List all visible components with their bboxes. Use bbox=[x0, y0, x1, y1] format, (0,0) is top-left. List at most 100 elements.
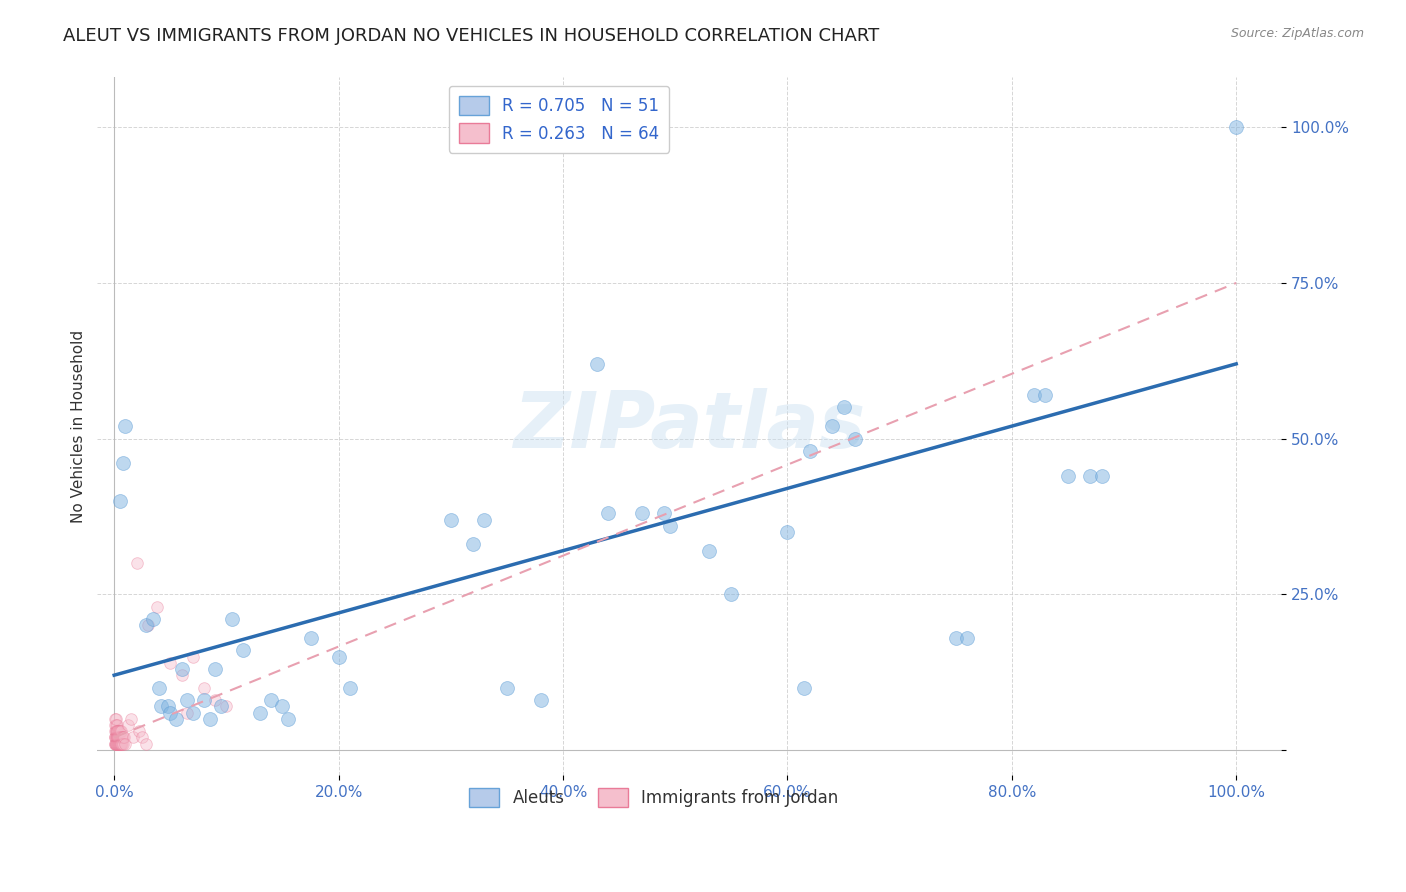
Point bbox=[104, 731, 127, 745]
Point bbox=[793, 681, 815, 695]
Point bbox=[105, 737, 128, 751]
Point bbox=[110, 737, 132, 751]
Point bbox=[105, 712, 128, 726]
Point bbox=[299, 631, 322, 645]
Point bbox=[799, 444, 821, 458]
Point bbox=[165, 712, 187, 726]
Point bbox=[105, 724, 128, 739]
Point bbox=[1024, 388, 1046, 402]
Point bbox=[110, 724, 132, 739]
Point bbox=[198, 712, 221, 726]
Point bbox=[108, 731, 131, 745]
Point bbox=[221, 612, 243, 626]
Point bbox=[107, 724, 129, 739]
Point bbox=[131, 731, 153, 745]
Point bbox=[776, 524, 799, 539]
Point bbox=[104, 737, 127, 751]
Point bbox=[104, 737, 127, 751]
Point bbox=[110, 737, 132, 751]
Point bbox=[157, 699, 180, 714]
Point bbox=[142, 612, 165, 626]
Point bbox=[107, 737, 129, 751]
Point bbox=[105, 724, 128, 739]
Point bbox=[159, 656, 181, 670]
Text: ZIPatlas: ZIPatlas bbox=[513, 388, 865, 464]
Point bbox=[110, 737, 132, 751]
Point bbox=[105, 737, 128, 751]
Point bbox=[328, 649, 350, 664]
Point bbox=[104, 724, 127, 739]
Point bbox=[105, 731, 128, 745]
Point bbox=[658, 518, 681, 533]
Point bbox=[176, 706, 198, 720]
Point bbox=[112, 737, 135, 751]
Point bbox=[1078, 469, 1101, 483]
Point bbox=[209, 699, 232, 714]
Point bbox=[111, 737, 134, 751]
Point bbox=[697, 543, 720, 558]
Point bbox=[111, 731, 134, 745]
Point bbox=[630, 506, 652, 520]
Legend: Aleuts, Immigrants from Jordan: Aleuts, Immigrants from Jordan bbox=[461, 780, 846, 815]
Point bbox=[181, 706, 204, 720]
Point bbox=[104, 712, 127, 726]
Point bbox=[146, 599, 169, 614]
Point bbox=[105, 731, 128, 745]
Point bbox=[821, 419, 844, 434]
Point bbox=[122, 731, 145, 745]
Point bbox=[112, 457, 135, 471]
Point bbox=[596, 506, 619, 520]
Point bbox=[135, 618, 157, 632]
Point bbox=[104, 724, 127, 739]
Point bbox=[105, 737, 128, 751]
Point bbox=[844, 432, 866, 446]
Point bbox=[249, 706, 271, 720]
Point bbox=[496, 681, 519, 695]
Point bbox=[105, 718, 128, 732]
Point bbox=[104, 718, 127, 732]
Point bbox=[277, 712, 299, 726]
Point bbox=[107, 731, 129, 745]
Point bbox=[108, 493, 131, 508]
Point bbox=[136, 618, 159, 632]
Point bbox=[104, 718, 127, 732]
Point bbox=[176, 693, 198, 707]
Point bbox=[720, 587, 742, 601]
Point bbox=[585, 357, 607, 371]
Point bbox=[339, 681, 361, 695]
Text: ALEUT VS IMMIGRANTS FROM JORDAN NO VEHICLES IN HOUSEHOLD CORRELATION CHART: ALEUT VS IMMIGRANTS FROM JORDAN NO VEHIC… bbox=[63, 27, 880, 45]
Point bbox=[114, 737, 136, 751]
Point bbox=[1057, 469, 1080, 483]
Point bbox=[128, 724, 150, 739]
Point bbox=[440, 512, 463, 526]
Point bbox=[112, 731, 135, 745]
Point bbox=[170, 662, 193, 676]
Point bbox=[181, 649, 204, 664]
Point bbox=[204, 662, 226, 676]
Point bbox=[159, 706, 181, 720]
Point bbox=[111, 731, 134, 745]
Point bbox=[1090, 469, 1112, 483]
Point bbox=[114, 419, 136, 434]
Point bbox=[117, 718, 139, 732]
Point bbox=[956, 631, 979, 645]
Point bbox=[104, 731, 127, 745]
Point bbox=[107, 731, 129, 745]
Point bbox=[107, 737, 129, 751]
Point bbox=[108, 737, 131, 751]
Point bbox=[108, 731, 131, 745]
Point bbox=[463, 537, 485, 551]
Point bbox=[271, 699, 294, 714]
Point bbox=[108, 724, 131, 739]
Point bbox=[120, 712, 142, 726]
Point bbox=[832, 401, 855, 415]
Text: Source: ZipAtlas.com: Source: ZipAtlas.com bbox=[1230, 27, 1364, 40]
Point bbox=[148, 681, 170, 695]
Point bbox=[104, 737, 127, 751]
Point bbox=[652, 506, 675, 520]
Point bbox=[474, 512, 496, 526]
Point bbox=[135, 737, 157, 751]
Point bbox=[232, 643, 254, 657]
Point bbox=[110, 731, 132, 745]
Point bbox=[215, 699, 238, 714]
